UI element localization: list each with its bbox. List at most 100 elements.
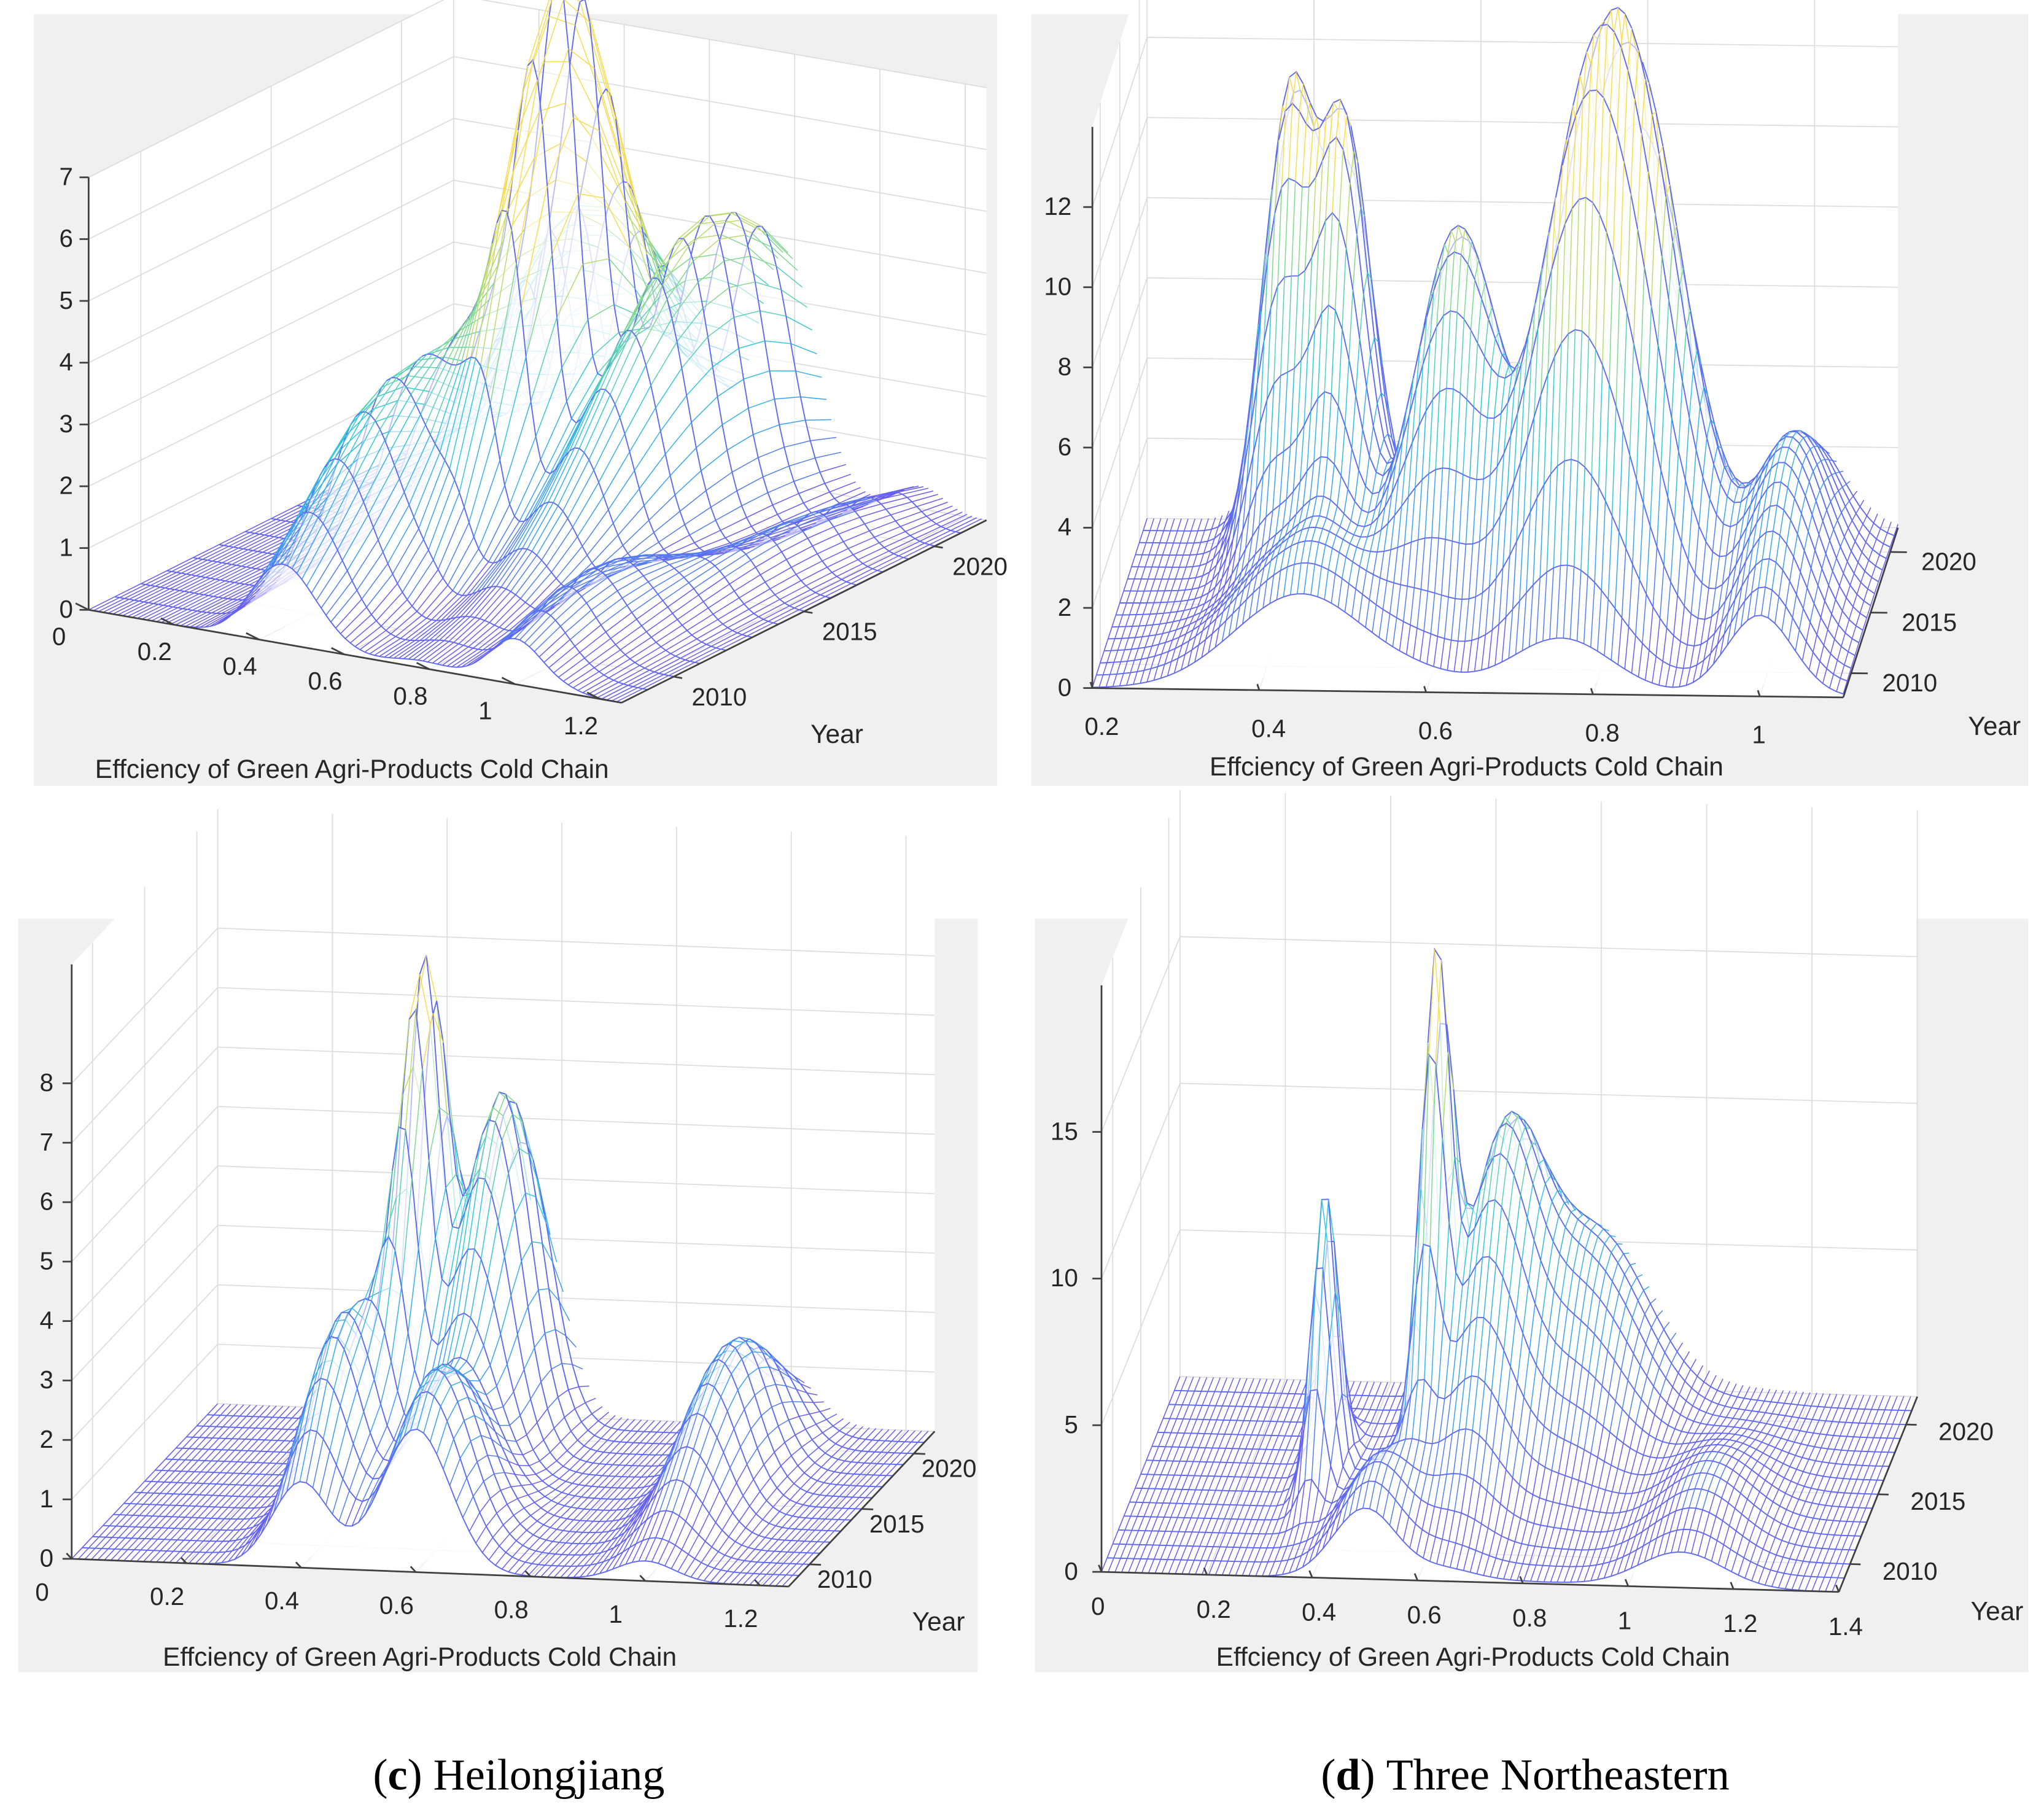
x-tick-label: 0.6 — [1407, 1601, 1442, 1629]
surface-mesh-lines — [1447, 205, 1677, 268]
z-tick-label: 2 — [1058, 593, 1071, 621]
surface-mesh-lines — [503, 0, 579, 254]
z-tick-label: 0 — [1064, 1557, 1078, 1585]
surface-mesh — [71, 955, 935, 1587]
surface-strip-fill — [1102, 1508, 1839, 1592]
caption-paren-close: ) — [408, 1750, 433, 1800]
surface-mesh-lines — [1219, 541, 1804, 643]
x-axis-line — [1092, 687, 1844, 699]
z-tick-label: 2 — [59, 472, 72, 500]
surface-mesh-lines — [1428, 344, 1666, 475]
surface-strip-fill — [1107, 1481, 1844, 1579]
z-tick-label: 6 — [40, 1187, 53, 1216]
x-tick-label: 0 — [1091, 1592, 1105, 1620]
surface-mesh-lines — [364, 1236, 396, 1332]
surface-mesh-lines — [1235, 484, 1841, 559]
surface-mesh — [88, 0, 987, 704]
year-tick-label: 2020 — [922, 1455, 977, 1483]
year-tick-label: 2015 — [1911, 1487, 1966, 1515]
z-tick-label: 5 — [59, 286, 72, 314]
surface-mesh-lines — [457, 254, 553, 357]
x-tick — [246, 632, 260, 640]
z-tick-label: 12 — [1044, 192, 1071, 220]
surface-mesh-lines — [1574, 1278, 1621, 1361]
surface-mesh-lines — [1412, 341, 1683, 451]
x-axis-title: Effciency of Green Agri-Products Cold Ch… — [1210, 752, 1723, 781]
x-axis-title: Effciency of Green Agri-Products Cold Ch… — [1216, 1642, 1730, 1671]
x-tick-label: 0.8 — [494, 1596, 529, 1624]
x-tick — [501, 677, 516, 685]
x-tick — [1089, 682, 1094, 689]
x-axis-title: Effciency of Green Agri-Products Cold Ch… — [95, 755, 609, 783]
surface-mesh-lines — [1551, 90, 1625, 282]
surface-mesh-lines — [1226, 542, 1819, 619]
z-tick-label: 8 — [1058, 352, 1071, 381]
year-tick-label: 2010 — [817, 1565, 872, 1593]
surface-mesh-lines — [1544, 193, 1638, 344]
surface-mesh-lines — [1454, 1153, 1515, 1222]
surface-strip-fill — [186, 1092, 904, 1465]
surface-mesh-lines — [1259, 437, 1817, 527]
surface-mesh-lines — [1540, 254, 1621, 406]
caption-paren-close: ) — [1361, 1750, 1386, 1800]
surface-year-curve — [1096, 562, 1848, 682]
surface-mesh-lines — [1127, 527, 1883, 582]
panel-caption: (c) Heilongjiang — [373, 1750, 664, 1800]
caption-title: Three Northeastern — [1386, 1750, 1730, 1800]
x-tick — [1413, 1573, 1418, 1581]
z-tick-label: 5 — [1064, 1410, 1078, 1439]
surface-strip-fill — [165, 955, 883, 1487]
surface-mesh-lines — [1270, 479, 1787, 594]
x-axis-line — [71, 1558, 789, 1588]
year-tick — [804, 610, 813, 614]
year-axis-title: Year — [1971, 1597, 2024, 1626]
surface-strip-fill — [176, 1000, 893, 1476]
surface-strip-fill — [271, 60, 804, 612]
x-tick — [1098, 1564, 1103, 1572]
surface-mesh-lines — [435, 1178, 499, 1287]
surface-mesh-lines — [1536, 356, 1617, 516]
surface-mesh-lines — [1556, 329, 1596, 476]
surface-mesh-lines — [1554, 197, 1607, 365]
year-tick-label: 2020 — [1921, 548, 1976, 576]
x-tick — [1590, 688, 1594, 695]
surface-strip-fill — [1092, 594, 1844, 697]
gridline-z — [1101, 936, 1918, 1132]
z-tick-label: 7 — [59, 163, 72, 191]
gridline-z — [71, 1224, 935, 1381]
surface-mesh-lines — [1238, 491, 1837, 572]
surface-strip-fill — [155, 1009, 872, 1498]
surface-mesh-lines — [1531, 266, 1645, 376]
surface-mesh-lines — [1299, 392, 1797, 482]
x-tick — [331, 647, 345, 656]
gridline-z — [71, 1106, 935, 1262]
gridline-z — [1101, 1082, 1918, 1279]
x-tick-label: 1 — [1618, 1607, 1631, 1635]
surface-strip-fill — [144, 1127, 862, 1509]
surface-mesh-lines — [428, 1107, 440, 1160]
x-tick — [1624, 1579, 1630, 1587]
surface-mesh-lines — [1095, 607, 1852, 682]
surface-mesh-lines — [1303, 1319, 1511, 1430]
surface-mesh-lines — [324, 411, 381, 480]
x-tick — [524, 1570, 532, 1577]
year-axis-title: Year — [810, 720, 863, 748]
surface-mesh-lines — [1526, 311, 1634, 455]
surface-mesh-lines — [1129, 1426, 1873, 1523]
x-tick-label: 0 — [52, 623, 66, 651]
gridline-z — [88, 56, 987, 240]
z-tick-label: 1 — [40, 1485, 53, 1513]
surface-mesh-lines — [465, 210, 512, 381]
surface-mesh-lines — [1448, 1157, 1455, 1222]
x-tick-label: 1.4 — [1828, 1612, 1863, 1641]
surface-mesh-lines — [385, 1159, 430, 1248]
surface-strip-fill — [1111, 90, 1863, 637]
surface-mesh-lines — [1283, 562, 1329, 600]
surface-strip-fill — [297, 0, 830, 599]
gridline-z — [88, 303, 987, 487]
x-tick-label: 0.4 — [1251, 714, 1286, 742]
x-tick-label: 0 — [35, 1578, 49, 1606]
surface-mesh-lines — [1310, 1244, 1485, 1394]
z-tick-label: 3 — [40, 1365, 53, 1394]
gridline-z — [1092, 36, 1898, 208]
